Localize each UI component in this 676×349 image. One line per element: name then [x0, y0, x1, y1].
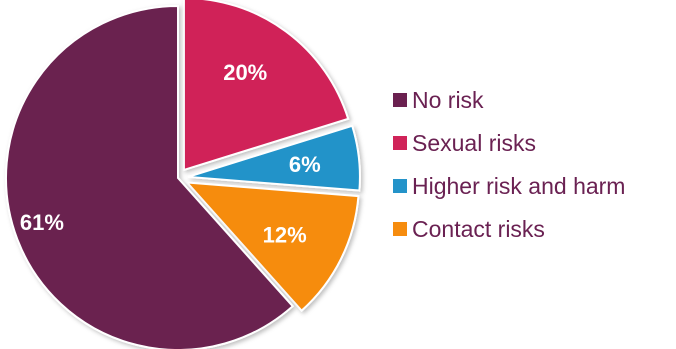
- data-label-higher-risk-and-harm: 6%: [289, 152, 321, 177]
- legend-item-higher-risk-and-harm: Higher risk and harm: [393, 172, 626, 199]
- legend-label-contact-risks: Contact risks: [412, 215, 545, 242]
- chart-legend: No risk Sexual risks Higher risk and harm C…: [393, 86, 626, 261]
- legend-swatch-contact-risks: [393, 222, 407, 236]
- legend-label-sexual-risks: Sexual risks: [412, 129, 536, 156]
- legend-item-no-risk: No risk: [393, 86, 625, 113]
- legend-item-sexual-risks: Sexual risks: [393, 129, 625, 156]
- legend-swatch-higher-risk-and-harm: [393, 179, 407, 193]
- legend-label-no-risk: No risk: [412, 86, 484, 113]
- legend-swatch-no-risk: [393, 93, 407, 107]
- legend-swatch-sexual-risks: [393, 136, 407, 150]
- pie-data-labels: 20% 6% 12% 61%: [20, 60, 321, 247]
- legend-label-higher-risk-and-harm: Higher risk and harm: [412, 172, 626, 199]
- data-label-sexual-risks: 20%: [223, 60, 267, 85]
- pie-slices: [5, 0, 361, 349]
- data-label-contact-risks: 12%: [263, 222, 307, 247]
- legend-item-contact-risks: Contact risks: [393, 215, 625, 242]
- pie-slice-contact-risks: [184, 181, 360, 313]
- data-label-no-risk: 61%: [20, 210, 64, 235]
- pie-slice-sexual-risks: [182, 0, 350, 172]
- pie-slice-higher-risk-and-harm: [187, 124, 361, 192]
- pie-slice-no-risk: [5, 4, 295, 349]
